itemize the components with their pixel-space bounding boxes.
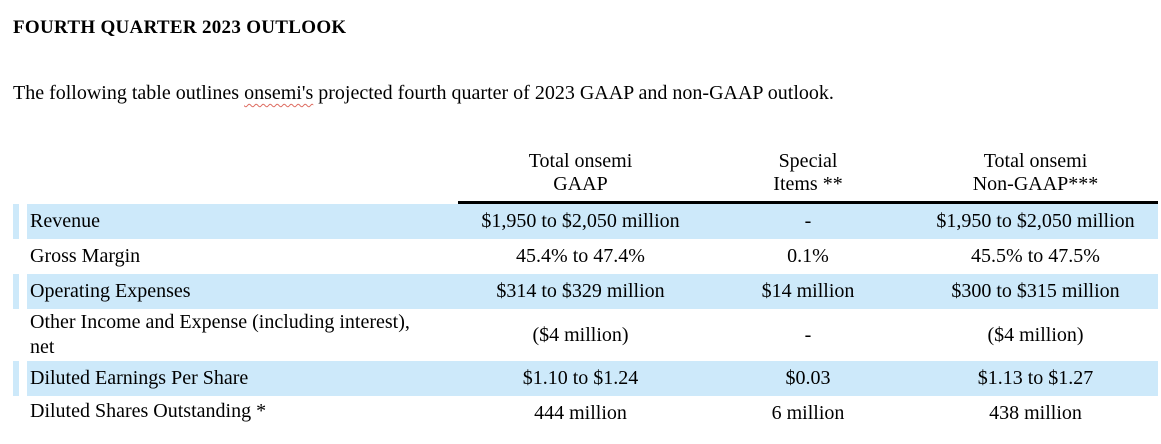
cell-gaap-value: $1,950 to $2,050 million <box>458 201 703 239</box>
col-header-gaap-line1: Total onsemi <box>528 150 633 172</box>
col-header-non-gaap-line1: Total onsemi <box>983 150 1088 172</box>
row-left-gap <box>19 201 27 239</box>
row-left-gap <box>19 396 27 442</box>
cell-special-items-value: - <box>703 201 913 239</box>
cell-non-gaap-value: $300 to $315 million <box>913 274 1158 309</box>
cell-special-items-value: 6 million <box>771 402 845 424</box>
col-header-special-items: Special Items ** <box>703 150 913 204</box>
cell-non-gaap-value: 438 million <box>989 402 1082 424</box>
cell-gaap-value: $314 to $329 million <box>458 274 703 309</box>
col-header-non-gaap: Total onsemi Non-GAAP*** <box>913 150 1158 204</box>
row-left-strip <box>13 274 19 309</box>
cell-gaap-value: ($4 million) <box>532 323 629 346</box>
table-row: Revenue $1,950 to $2,050 million - $1,95… <box>13 201 1158 239</box>
cell-gaap-value: $1.10 to $1.24 <box>458 361 703 396</box>
cell-non-gaap-value: ($4 million) <box>987 323 1084 346</box>
row-left-gap <box>19 361 27 396</box>
cell-non-gaap-value: $1.13 to $1.27 <box>913 361 1158 396</box>
cell-special-items-value: - <box>804 323 812 346</box>
cell-non-gaap-value: $1,950 to $2,050 million <box>913 201 1158 239</box>
row-label: Other Income and Expense (including inte… <box>30 311 410 358</box>
table-row: Diluted Shares Outstanding * 444 million… <box>13 396 1158 442</box>
cell-gaap-value: 444 million <box>534 402 627 424</box>
outlook-table-body: Revenue $1,950 to $2,050 million - $1,95… <box>13 201 1158 443</box>
row-label: Gross Margin <box>30 245 141 267</box>
row-left-strip <box>13 201 19 239</box>
header-label-spacer <box>27 150 458 203</box>
col-header-special-line2: Items ** <box>773 173 843 195</box>
cell-gaap-value: 45.4% to 47.4% <box>516 245 645 267</box>
table-row: Operating Expenses $314 to $329 million … <box>13 274 1158 309</box>
intro-paragraph: The following table outlines onsemi's pr… <box>13 80 1145 106</box>
outlook-table-header: Total onsemi GAAP Special Items ** Total… <box>13 150 1158 204</box>
cell-special-items-value: 0.1% <box>787 245 829 267</box>
col-header-non-gaap-line2: Non-GAAP*** <box>972 173 1099 195</box>
outlook-table: Total onsemi GAAP Special Items ** Total… <box>13 150 1158 442</box>
section-title: FOURTH QUARTER 2023 OUTLOOK <box>13 17 347 38</box>
row-left-gap <box>19 274 27 309</box>
row-label: Revenue <box>27 201 458 239</box>
cell-non-gaap-value: 45.5% to 47.5% <box>971 245 1100 267</box>
table-row: Other Income and Expense (including inte… <box>13 309 1158 361</box>
row-label: Diluted Earnings Per Share <box>27 361 458 396</box>
cell-special-items-value: $14 million <box>703 274 913 309</box>
intro-text-after: projected fourth quarter of 2023 GAAP an… <box>313 82 834 104</box>
col-header-special-line1: Special <box>778 150 838 172</box>
row-label: Operating Expenses <box>27 274 458 309</box>
table-row: Gross Margin 45.4% to 47.4% 0.1% 45.5% t… <box>13 239 1158 274</box>
row-left-strip <box>13 361 19 396</box>
cell-special-items-value: $0.03 <box>703 361 913 396</box>
row-label: Diluted Shares Outstanding * <box>30 400 267 422</box>
row-left-gap <box>19 239 27 274</box>
header-left-gap <box>19 150 27 203</box>
table-row: Diluted Earnings Per Share $1.10 to $1.2… <box>13 361 1158 396</box>
row-left-gap <box>19 309 27 361</box>
intro-text-before: The following table outlines <box>13 82 245 104</box>
col-header-gaap: Total onsemi GAAP <box>458 150 703 204</box>
col-header-gaap-line2: GAAP <box>553 173 608 195</box>
spellchecked-word: onsemi's <box>244 82 314 104</box>
